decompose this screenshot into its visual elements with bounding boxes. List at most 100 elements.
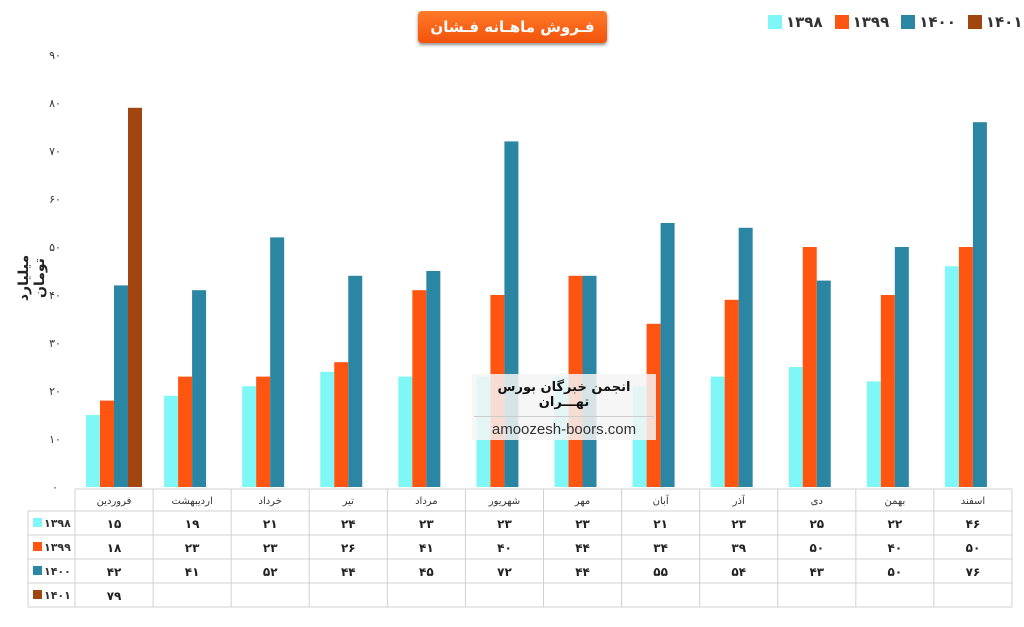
bar-2-3	[348, 275, 363, 487]
table-swatch	[33, 518, 42, 527]
y-tick-label: ۵۰	[49, 241, 61, 254]
legend-swatch-1399	[834, 15, 849, 29]
bar-0-4	[398, 376, 413, 487]
bar-1-4	[412, 290, 427, 487]
data-label: ۵۵	[653, 565, 668, 579]
category-label: مهر	[574, 496, 590, 507]
data-label: ۳۹	[731, 541, 746, 555]
category-label: تیر	[342, 496, 355, 507]
data-label: ۵۰	[888, 565, 903, 579]
data-label: ۱۸	[107, 541, 122, 555]
legend: ۱۳۹۸ ۱۳۹۹ ۱۴۰۰ ۱۴۰۱	[768, 13, 1023, 31]
legend-label-1398: ۱۳۹۸	[786, 13, 823, 31]
data-label: ۲۳	[575, 517, 590, 531]
data-label: ۴۶	[966, 517, 981, 531]
y-tick-label: ۰	[52, 481, 58, 494]
data-label: ۲۱	[263, 517, 278, 531]
bar-2-1	[192, 290, 207, 487]
data-label: ۴۲	[107, 565, 122, 579]
table-swatch	[33, 566, 42, 575]
category-label: اردیبهشت	[172, 496, 213, 507]
y-tick-label: ۲۰	[49, 385, 61, 398]
data-label: ۴۱	[185, 565, 200, 579]
legend-item-1398: ۱۳۹۸	[768, 13, 823, 31]
y-tick-label: ۹۰	[49, 49, 61, 62]
legend-label-1401: ۱۴۰۱	[985, 13, 1023, 31]
bar-1-8	[724, 299, 739, 487]
table-swatch	[33, 542, 42, 551]
data-label: ۵۴	[731, 565, 746, 579]
legend-item-1401: ۱۴۰۱	[967, 13, 1023, 31]
y-tick-label: ۷۰	[49, 145, 61, 158]
data-label: ۲۳	[419, 517, 434, 531]
watermark: انجمن خبرگان بورس تهـــران amoozesh-boor…	[472, 374, 656, 440]
category-label: خرداد	[259, 496, 282, 507]
bar-1-3	[334, 362, 349, 487]
data-label: ۲۱	[653, 517, 668, 531]
bar-0-8	[710, 376, 725, 487]
bar-1-0	[100, 400, 114, 487]
bar-2-7	[660, 223, 675, 487]
watermark-title: انجمن خبرگان بورس تهـــران	[497, 380, 631, 410]
data-label: ۲۳	[185, 541, 200, 555]
data-label: ۴۱	[419, 541, 434, 555]
data-label: ۲۳	[731, 517, 746, 531]
bar-1-10	[880, 295, 895, 487]
table-series-label: ۱۳۹۸	[44, 517, 71, 530]
data-label: ۲۴	[341, 517, 356, 531]
y-axis-label: میلیارد تومان	[16, 254, 48, 302]
data-label: ۲۲	[888, 517, 903, 531]
bar-2-10	[894, 247, 909, 487]
bar-1-2	[256, 376, 271, 487]
watermark-divider	[474, 416, 654, 417]
data-label: ۵۰	[809, 541, 824, 555]
bar-0-11	[944, 266, 959, 487]
data-label: ۷۶	[966, 565, 981, 579]
legend-item-1399: ۱۳۹۹	[834, 13, 890, 31]
bar-1-1	[178, 376, 193, 487]
bar-2-2	[270, 237, 285, 487]
bar-2-11	[972, 122, 987, 487]
data-label: ۱۹	[185, 517, 200, 531]
category-label: آبان	[653, 494, 670, 507]
bar-2-9	[816, 280, 831, 487]
table-series-label: ۱۳۹۹	[44, 541, 71, 554]
data-label: ۷۲	[497, 565, 512, 579]
bar-0-0	[86, 415, 100, 487]
data-label: ۴۰	[888, 541, 903, 555]
bar-0-9	[788, 367, 803, 487]
y-tick-label: ۳۰	[49, 337, 61, 350]
legend-swatch-1400	[901, 15, 916, 29]
bar-2-0	[114, 285, 128, 487]
bar-2-4	[426, 271, 441, 487]
legend-swatch-1401	[967, 15, 982, 29]
bar-1-9	[802, 247, 817, 487]
category-label: بهمن	[884, 496, 905, 507]
table-series-label: ۱۴۰۱	[44, 589, 71, 602]
y-tick-label: ۸۰	[49, 97, 61, 110]
table-swatch	[33, 590, 42, 599]
data-label: ۴۴	[341, 565, 356, 579]
bar-0-3	[320, 371, 335, 487]
category-label: فروردین	[97, 496, 132, 507]
category-label: مرداد	[415, 496, 438, 507]
data-label: ۲۳	[263, 541, 278, 555]
data-label: ۴۳	[809, 565, 824, 579]
category-label: آذر	[732, 494, 746, 507]
chart-title: فـروش ماهـانه فـشان	[418, 11, 607, 43]
bar-3-0	[128, 107, 142, 488]
legend-label-1400: ۱۴۰۰	[919, 13, 956, 31]
data-label: ۴۴	[575, 565, 590, 579]
data-label: ۴۰	[497, 541, 512, 555]
bar-0-10	[866, 381, 881, 487]
data-label: ۲۶	[341, 541, 356, 555]
bar-0-1	[164, 395, 179, 487]
category-label: شهریور	[488, 496, 520, 507]
legend-swatch-1398	[768, 15, 782, 29]
data-label: ۵۰	[966, 541, 981, 555]
data-label: ۴۵	[419, 565, 434, 579]
data-label: ۲۳	[497, 517, 512, 531]
table-series-label: ۱۴۰۰	[44, 565, 71, 578]
legend-label-1399: ۱۳۹۹	[852, 13, 890, 31]
